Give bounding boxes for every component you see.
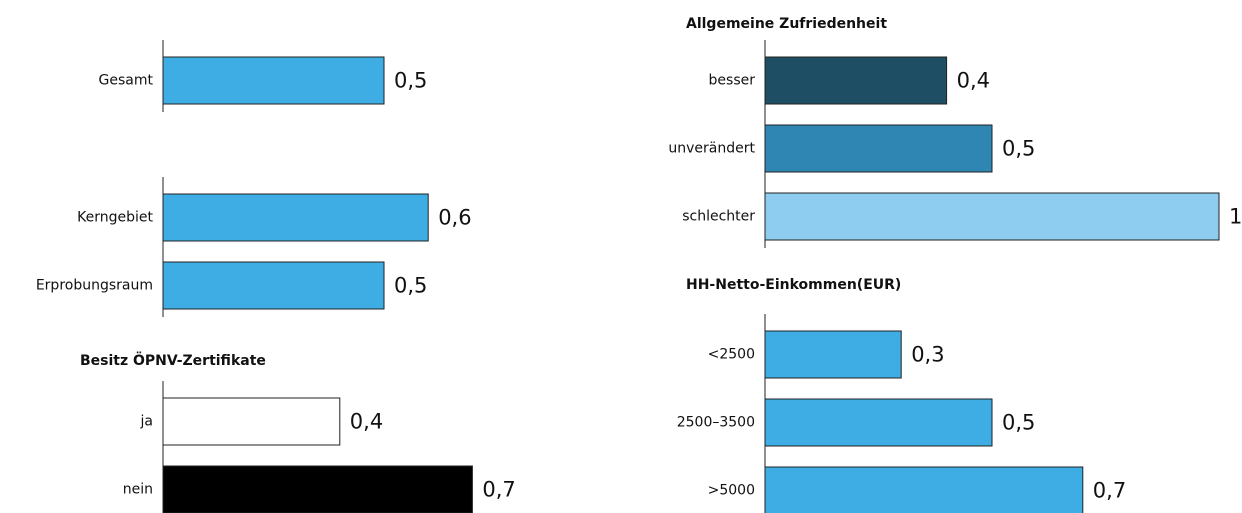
category-label: ja <box>140 414 153 430</box>
category-label: besser <box>709 73 756 89</box>
value-label: 1 <box>1229 205 1242 229</box>
value-label: 0,7 <box>1093 479 1126 503</box>
bar <box>764 330 902 379</box>
value-label: 0,6 <box>438 206 471 230</box>
bar <box>162 465 473 513</box>
category-label: >5000 <box>708 483 755 499</box>
bar <box>162 193 429 242</box>
value-label: 0,4 <box>350 410 383 434</box>
value-label: 0,4 <box>957 69 990 93</box>
bar <box>764 192 1220 241</box>
chart-title: HH-Netto-Einkommen(EUR) <box>686 277 901 293</box>
chart-title: Besitz ÖPNV-Zertifikate <box>80 351 266 369</box>
category-label: unverändert <box>668 141 755 157</box>
category-label: Kerngebiet <box>77 210 153 226</box>
value-label: 0,5 <box>1002 137 1035 161</box>
value-label: 0,7 <box>482 478 515 502</box>
value-label: 0,5 <box>394 274 427 298</box>
bar <box>162 261 385 310</box>
bar <box>764 56 948 105</box>
bar <box>764 398 993 447</box>
chart-title: Allgemeine Zufriedenheit <box>686 16 887 32</box>
category-label: Gesamt <box>99 73 154 89</box>
bar <box>162 56 385 105</box>
category-label: <2500 <box>708 347 755 363</box>
value-label: 0,5 <box>1002 411 1035 435</box>
category-label: nein <box>123 482 153 498</box>
value-label: 0,3 <box>911 343 944 367</box>
category-label: Erprobungsraum <box>36 278 153 294</box>
category-label: 2500–3500 <box>677 415 755 431</box>
value-label: 0,5 <box>394 69 427 93</box>
bar <box>764 124 993 173</box>
bar <box>162 397 341 446</box>
bar <box>764 466 1084 513</box>
category-label: schlechter <box>682 209 755 225</box>
